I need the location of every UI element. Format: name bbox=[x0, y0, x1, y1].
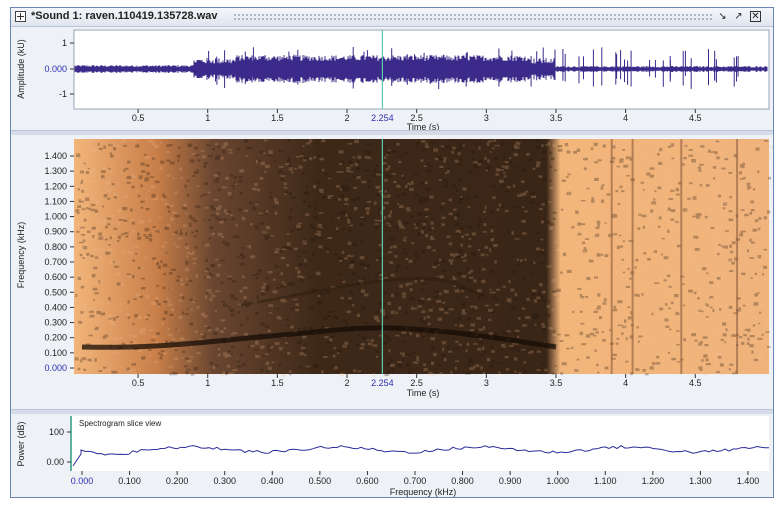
waveform-ytick-label: 1 bbox=[62, 38, 67, 48]
slice-xtick-label: 1.200 bbox=[642, 476, 665, 486]
close-icon[interactable]: ✕ bbox=[750, 11, 761, 22]
spectrogram-xtick-label: 3.5 bbox=[550, 378, 563, 388]
spectrogram-xtick-label: 1.5 bbox=[271, 378, 284, 388]
waveform-ytick-label: 0.000 bbox=[44, 64, 67, 74]
spectrogram-harmonic bbox=[240, 276, 482, 307]
slice-title: Spectrogram slice view bbox=[79, 419, 161, 428]
title-bar[interactable]: *Sound 1: raven.110419.135728.wav ↘ ↗ ✕ bbox=[11, 8, 773, 27]
sound-file-icon bbox=[15, 11, 26, 22]
spectrogram-ytick-label: 0.300 bbox=[44, 318, 67, 328]
title-grip bbox=[233, 13, 713, 21]
spectrogram-xlabel: Time (s) bbox=[407, 388, 440, 398]
spectrogram-click-streaks bbox=[610, 139, 739, 374]
waveform-xtick-label: 3.5 bbox=[550, 113, 563, 123]
waveform-xtick-label: 0.5 bbox=[132, 113, 145, 123]
spectrogram-ytick-label: 0.700 bbox=[44, 257, 67, 267]
slice-xtick-label: 0.400 bbox=[261, 476, 284, 486]
window-title: *Sound 1: raven.110419.135728.wav bbox=[31, 10, 218, 22]
spectrogram-xtick-label: 3 bbox=[484, 378, 489, 388]
spectrogram-ytick-label: 1.300 bbox=[44, 166, 67, 176]
slice-xtick-label: 0.100 bbox=[118, 476, 141, 486]
maximize-icon[interactable]: ↗ bbox=[734, 11, 743, 22]
spectrogram-xtick-label: 0.5 bbox=[132, 378, 145, 388]
spectrogram-noise-dark bbox=[74, 139, 772, 377]
spectrogram-ytick-label: 0.400 bbox=[44, 302, 67, 312]
waveform-clicks bbox=[208, 47, 739, 89]
spectrogram-view[interactable]: 1.400 1.300 1.200 1.100 1.000 0.900 0.800 0.700… bbox=[11, 135, 774, 409]
slice-xtick-label: 0.600 bbox=[356, 476, 379, 486]
spectrogram-xtick-label: 2.5 bbox=[410, 378, 423, 388]
slice-ytick-label: 0.00 bbox=[46, 457, 64, 467]
spectrogram-ytick-label: 1.000 bbox=[44, 212, 67, 222]
waveform-xtick-label: 4 bbox=[623, 113, 628, 123]
slice-xtick-label: 1.100 bbox=[594, 476, 617, 486]
waveform-cursor-label: 2.254 bbox=[371, 113, 394, 123]
slice-xtick-label: 0.900 bbox=[499, 476, 522, 486]
waveform-view[interactable]: 1 0.000 -1 Amplitude (kU) 0.5 1 1.5 2 2.5 3 3.5 4 4.… bbox=[11, 27, 773, 132]
spectrogram-ytick-label: 0.100 bbox=[44, 348, 67, 358]
slice-xtick-label: 1.400 bbox=[737, 476, 760, 486]
sound-window[interactable]: *Sound 1: raven.110419.135728.wav ↘ ↗ ✕ … bbox=[10, 7, 774, 498]
waveform-xtick-label: 3 bbox=[484, 113, 489, 123]
spectrogram-image bbox=[74, 139, 769, 374]
slice-xtick-label: 0.800 bbox=[451, 476, 474, 486]
spectrogram-contour bbox=[81, 325, 557, 350]
minimize-icon[interactable]: ↘ bbox=[718, 11, 727, 22]
waveform-xtick-label: 1.5 bbox=[271, 113, 284, 123]
slice-xtick-label: 1.300 bbox=[689, 476, 712, 486]
waveform-chart[interactable]: 1 0.000 -1 Amplitude (kU) 0.5 1 1.5 2 2.5 3 3.5 4 4.… bbox=[11, 27, 773, 132]
slice-plot-area bbox=[71, 416, 769, 471]
spectrogram-ytick-label: 1.100 bbox=[44, 196, 67, 206]
waveform-xtick-label: 1 bbox=[205, 113, 210, 123]
waveform-ytick-label: -1 bbox=[59, 89, 67, 99]
waveform-xtick-label: 2.5 bbox=[410, 113, 423, 123]
slice-xtick-label: 0.700 bbox=[404, 476, 427, 486]
spectrogram-ytick-label: 0.200 bbox=[44, 333, 67, 343]
waveform-xtick-label: 4.5 bbox=[689, 113, 702, 123]
slice-ylabel: Power (dB) bbox=[16, 421, 26, 466]
slice-view[interactable]: Spectrogram slice view 100 0.00 Power (dB) 0… bbox=[11, 414, 773, 497]
spectrogram-ytick-label: 1.200 bbox=[44, 181, 67, 191]
slice-ytick-label: 100 bbox=[49, 427, 64, 437]
waveform-xtick-label: 2 bbox=[345, 113, 350, 123]
slice-chart[interactable]: Spectrogram slice view 100 0.00 Power (dB) 0… bbox=[11, 414, 773, 497]
slice-xlabel: Frequency (kHz) bbox=[390, 487, 457, 497]
slice-xtick-label: 0.000 bbox=[71, 476, 94, 486]
slice-xtick-label: 0.300 bbox=[213, 476, 236, 486]
slice-xtick-label: 0.200 bbox=[166, 476, 189, 486]
slice-xtick-label: 1.000 bbox=[546, 476, 569, 486]
spectrogram-xtick-label: 2 bbox=[345, 378, 350, 388]
spectrogram-chart[interactable]: 1.400 1.300 1.200 1.100 1.000 0.900 0.800 0.700… bbox=[11, 135, 774, 409]
spectrogram-cursor-label: 2.254 bbox=[371, 378, 394, 388]
waveform-ylabel: Amplitude (kU) bbox=[16, 39, 26, 99]
slice-power-curve bbox=[72, 444, 770, 467]
spectrogram-ytick-label: 0.000 bbox=[44, 363, 67, 373]
slice-xtick-label: 0.500 bbox=[309, 476, 332, 486]
spectrogram-ytick-label: 0.500 bbox=[44, 287, 67, 297]
spectrogram-ylabel: Frequency (kHz) bbox=[16, 222, 26, 289]
spectrogram-ytick-label: 0.900 bbox=[44, 227, 67, 237]
spectrogram-ytick-label: 0.800 bbox=[44, 242, 67, 252]
spectrogram-ytick-label: 1.400 bbox=[44, 151, 67, 161]
spectrogram-xtick-label: 1 bbox=[205, 378, 210, 388]
spectrogram-ytick-label: 0.600 bbox=[44, 272, 67, 282]
spectrogram-xtick-label: 4.5 bbox=[689, 378, 702, 388]
spectrogram-xtick-label: 4 bbox=[623, 378, 628, 388]
waveform-xlabel: Time (s) bbox=[407, 122, 440, 130]
